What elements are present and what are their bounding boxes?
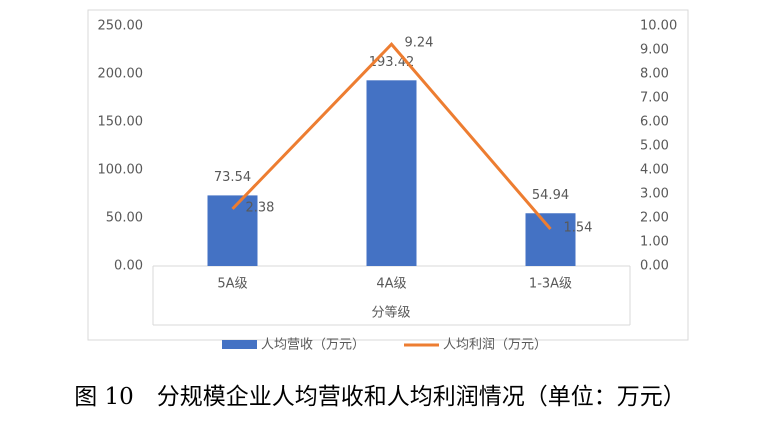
y-tick-label: 50.00	[106, 211, 143, 226]
y-tick-label: 150.00	[98, 115, 144, 130]
y-tick-label: 250.00	[98, 19, 144, 34]
x-tick-label: 4A级	[376, 277, 406, 292]
y2-tick-label: 2.00	[640, 211, 669, 226]
y-tick-label: 100.00	[98, 163, 144, 178]
line-value-label: 1.54	[564, 221, 593, 236]
y2-tick-label: 9.00	[640, 43, 669, 58]
y2-tick-label: 8.00	[640, 67, 669, 82]
y2-tick-label: 4.00	[640, 163, 669, 178]
y-tick-label: 200.00	[98, 67, 144, 82]
line-value-label: 2.38	[246, 200, 275, 215]
y2-tick-label: 1.00	[640, 235, 669, 250]
y2-tick-label: 5.00	[640, 139, 669, 154]
legend-label: 人均利润（万元）	[443, 338, 547, 353]
legend-swatch	[222, 340, 257, 349]
line	[231, 42, 552, 231]
bar-value-label: 54.94	[532, 188, 569, 203]
bar	[525, 213, 576, 266]
y2-tick-label: 3.00	[640, 187, 669, 202]
y2-tick-label: 10.00	[640, 19, 677, 34]
legend-label: 人均营收（万元）	[261, 338, 365, 353]
bar-value-label: 73.54	[214, 170, 251, 185]
caption: 图 10 分规模企业人均营收和人均利润情况（单位：万元）	[74, 384, 686, 410]
line-value-label: 9.24	[405, 36, 434, 51]
x-tick-label: 5A级	[217, 277, 247, 292]
bar	[366, 80, 417, 266]
y2-tick-label: 0.00	[640, 259, 669, 274]
x-axis-title: 分等级	[371, 305, 410, 321]
y2-tick-label: 7.00	[640, 91, 669, 106]
y-tick-label: 0.00	[114, 259, 143, 274]
x-tick-label: 1-3A级	[529, 277, 572, 292]
y2-tick-label: 6.00	[640, 115, 669, 130]
